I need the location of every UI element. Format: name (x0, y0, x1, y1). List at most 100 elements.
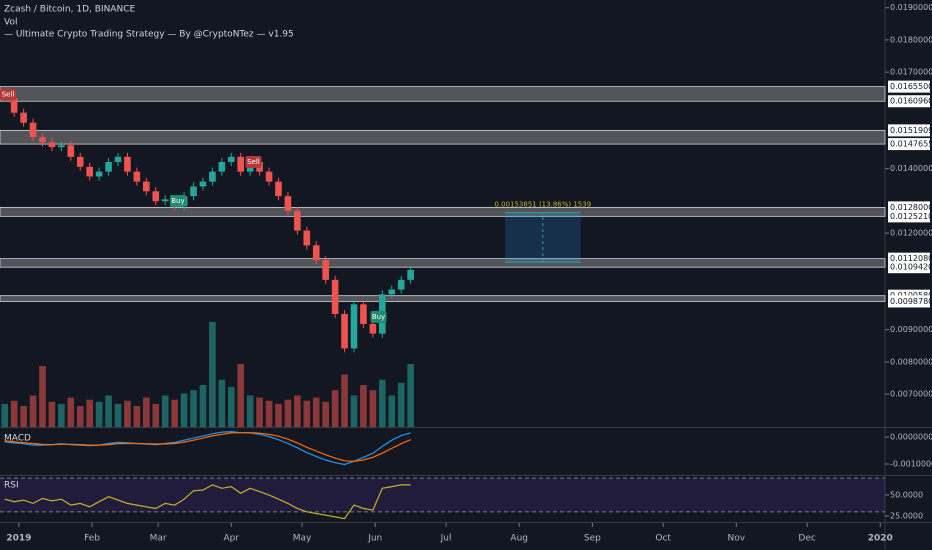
volume-bar (95, 401, 103, 427)
volume-bar (284, 399, 292, 427)
volume-bar (237, 364, 245, 427)
volume-bar (48, 401, 56, 427)
volume-bar (331, 390, 339, 427)
candle (76, 156, 84, 167)
zone (0, 129, 886, 145)
signal-label: Buy (171, 197, 184, 205)
candle (397, 279, 405, 290)
volume-bar (161, 395, 169, 427)
candle (350, 304, 358, 349)
volume-bar (67, 397, 75, 427)
volume-bar (256, 397, 263, 427)
candle (284, 196, 292, 211)
strategy-label: — Ultimate Crypto Trading Strategy — By … (4, 30, 294, 40)
volume-bar (39, 366, 46, 427)
candle (39, 137, 46, 143)
volume-bar (275, 403, 282, 427)
zone-label-box (888, 261, 930, 274)
zone-label-box (888, 95, 930, 108)
measure-label: 0.00153851 (13.86%) 1539 (494, 201, 591, 209)
volume-bar (246, 395, 254, 427)
subtitle: Vol (4, 18, 17, 28)
candle (360, 304, 367, 324)
x-tick-label: Dec (798, 534, 815, 544)
candle (67, 145, 75, 157)
signal-label: Buy (372, 313, 385, 321)
zone-label-box (888, 295, 930, 308)
rsi-line (4, 484, 411, 520)
candle (265, 171, 273, 182)
volume-bar (143, 397, 150, 427)
candle (369, 323, 377, 334)
candle (388, 289, 396, 295)
chart-title: Zcash / Bitcoin, 1D, BINANCE (4, 5, 135, 15)
y-tick-label: -0.00100000 (890, 460, 932, 469)
x-tick-label: 2019 (6, 534, 31, 544)
volume-bar (180, 393, 188, 427)
signal-box (169, 194, 186, 207)
signal-label: Sell (247, 158, 260, 166)
candle (322, 260, 329, 280)
candle (161, 199, 169, 202)
volume-bar (218, 379, 226, 427)
volume-bar (152, 403, 160, 427)
signal-box (0, 88, 16, 101)
zone (0, 86, 886, 102)
volume-bar (360, 385, 367, 427)
candle (29, 122, 37, 138)
candle (331, 279, 339, 314)
y-tick-label: 25.0000 (890, 512, 923, 521)
signal-label: Sell (2, 91, 15, 99)
volume-bar (105, 395, 112, 427)
x-tick-label: Feb (84, 534, 100, 544)
candle (10, 97, 18, 113)
candle (341, 313, 348, 349)
volume-bar (133, 406, 141, 427)
volume-bar (29, 395, 37, 427)
signal-box (245, 155, 262, 168)
x-tick-label: Oct (655, 534, 671, 544)
zone (0, 258, 886, 268)
x-tick-label: Mar (150, 534, 167, 544)
signal-box (370, 310, 387, 323)
candle (218, 161, 226, 172)
candle (95, 171, 103, 177)
y-tick-label: 0.00000000 (890, 432, 932, 441)
candle (152, 191, 160, 202)
candle (199, 181, 207, 187)
candle (275, 181, 282, 197)
zone-label-box (888, 124, 930, 137)
volume-bar (265, 400, 273, 427)
candle (124, 156, 131, 172)
candle (237, 156, 245, 172)
volume-bar (171, 399, 178, 427)
candle (209, 171, 216, 182)
volume-bar (86, 399, 93, 427)
volume-bar (341, 374, 348, 427)
candle (190, 186, 197, 197)
candle (227, 156, 235, 162)
candle (303, 230, 311, 246)
volume-bar (379, 379, 386, 427)
x-tick-label: Jul (440, 534, 452, 544)
volume-bar (58, 403, 65, 427)
volume-bar (407, 364, 414, 427)
volume-bar (312, 397, 320, 427)
zone-label-box (888, 80, 930, 93)
volume-bar (76, 406, 84, 427)
candle (143, 181, 150, 192)
candle (58, 145, 65, 148)
volume-bar (303, 400, 311, 427)
volume-bar (124, 400, 131, 427)
candle (407, 269, 414, 280)
x-tick-label: 2020 (868, 534, 893, 544)
zone-label-box (888, 138, 930, 151)
candle (133, 171, 141, 182)
